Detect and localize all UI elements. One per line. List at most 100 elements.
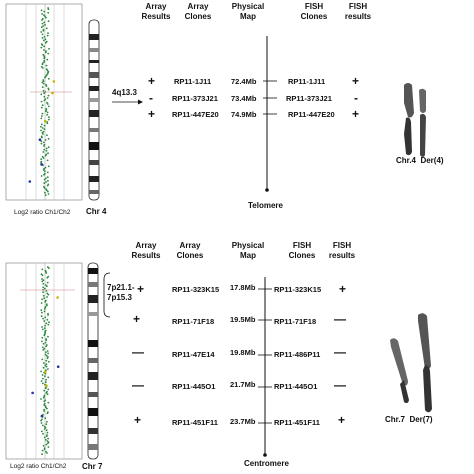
plot-point	[45, 354, 48, 357]
plot-point	[40, 309, 43, 312]
bottom-array-plot	[5, 262, 83, 460]
plot-point	[47, 118, 50, 121]
plot-point	[43, 448, 46, 451]
plot-point	[46, 292, 49, 295]
bottom-row2-fish-result: —	[334, 312, 346, 326]
plot-point	[40, 93, 43, 96]
top-header-array-clones: Array Clones	[184, 2, 212, 21]
plot-point	[46, 281, 49, 284]
plot-point	[46, 296, 48, 298]
top-row1-array-clone: RP11-1J11	[174, 77, 212, 86]
plot-point	[40, 31, 43, 33]
plot-point	[46, 318, 49, 321]
plot-point	[44, 139, 47, 141]
plot-point	[41, 22, 44, 25]
bottom-row4-array-result: —	[132, 378, 144, 392]
plot-point	[40, 315, 43, 318]
plot-point	[45, 181, 47, 183]
plot-point	[41, 37, 44, 39]
plot-point	[41, 346, 44, 349]
plot-point	[40, 398, 42, 400]
bottom-row1-fish-clone: RP11-323K15	[274, 285, 322, 294]
plot-point	[47, 388, 50, 391]
chr7-karyotype-images	[390, 313, 432, 413]
plot-point	[43, 428, 46, 430]
plot-point	[45, 16, 47, 19]
plot-point	[44, 316, 47, 319]
plot-point	[45, 351, 47, 354]
plot-outlier-point	[51, 91, 54, 95]
plot-point	[41, 104, 44, 107]
plot-point	[40, 273, 43, 276]
top-header-physical-map: Physical Map	[231, 2, 265, 21]
plot-point	[40, 142, 43, 145]
plot-point	[44, 166, 47, 169]
plot-point	[43, 57, 45, 60]
bottom-karyotype-label: Chr.7 Der(7)	[385, 415, 433, 424]
plot-point	[42, 366, 45, 369]
bottom-row1-array-clone: RP11-323K15	[172, 285, 220, 294]
plot-point	[44, 399, 47, 402]
plot-point	[42, 291, 44, 294]
plot-outlier-point	[40, 414, 44, 418]
plot-point	[42, 382, 44, 385]
bottom-row5-array-result: +	[134, 413, 142, 427]
plot-point	[43, 45, 46, 48]
plot-point	[42, 424, 44, 427]
plot-point	[45, 406, 47, 409]
plot-point	[41, 136, 43, 139]
plot-outlier-point	[28, 180, 32, 183]
plot-point	[44, 38, 47, 41]
bottom-row2-array-result: +	[133, 312, 141, 326]
plot-point	[40, 175, 43, 177]
plot-point	[43, 410, 45, 412]
plot-point	[45, 443, 48, 446]
plot-point	[45, 339, 48, 342]
plot-point	[41, 298, 43, 301]
plot-point	[43, 320, 46, 322]
plot-point	[43, 308, 46, 310]
plot-point	[44, 154, 47, 157]
top-header-fish-clones: FISH Clones	[300, 2, 328, 21]
plot-point	[44, 284, 47, 286]
plot-point	[40, 9, 43, 12]
plot-point	[44, 324, 46, 327]
plot-point	[47, 293, 50, 296]
plot-point	[44, 381, 47, 384]
plot-point	[41, 13, 43, 15]
plot-point	[47, 152, 49, 155]
plot-point	[43, 92, 45, 95]
top-row3-map: 74.9Mb	[231, 110, 257, 119]
bottom-row2-fish-clone: RP11-71F18	[274, 317, 317, 326]
plot-point	[40, 158, 43, 161]
plot-point	[41, 430, 43, 433]
bottom-row5-fish-clone: RP11-451F11	[274, 418, 320, 427]
plot-point	[46, 103, 49, 105]
plot-point	[45, 429, 48, 432]
plot-point	[44, 364, 47, 367]
plot-point	[47, 314, 49, 316]
band-bracket-bottom	[103, 272, 111, 318]
top-row2-map: 73.4Mb	[231, 94, 257, 103]
plot-point	[46, 285, 48, 288]
plot-point	[46, 58, 49, 61]
bottom-plot-label: Log2 ratio Ch1/Ch2	[10, 463, 67, 470]
top-row3-array-result: +	[148, 107, 156, 121]
plot-point	[45, 27, 48, 30]
plot-point	[40, 140, 43, 143]
plot-point	[41, 81, 44, 84]
plot-point	[44, 191, 46, 194]
plot-point	[45, 450, 47, 453]
bottom-header-fish-clones: FISH Clones	[288, 241, 316, 260]
plot-point	[41, 374, 44, 376]
top-row2-array-result: -	[149, 91, 153, 105]
plot-point	[47, 437, 49, 440]
plot-point	[43, 35, 46, 38]
plot-point	[43, 49, 45, 51]
plot-point	[47, 376, 50, 379]
chr4-ideogram	[88, 19, 100, 201]
plot-point	[46, 34, 49, 37]
plot-point	[43, 14, 45, 17]
top-row2-fish-clone: RP11-373J21	[286, 94, 332, 103]
